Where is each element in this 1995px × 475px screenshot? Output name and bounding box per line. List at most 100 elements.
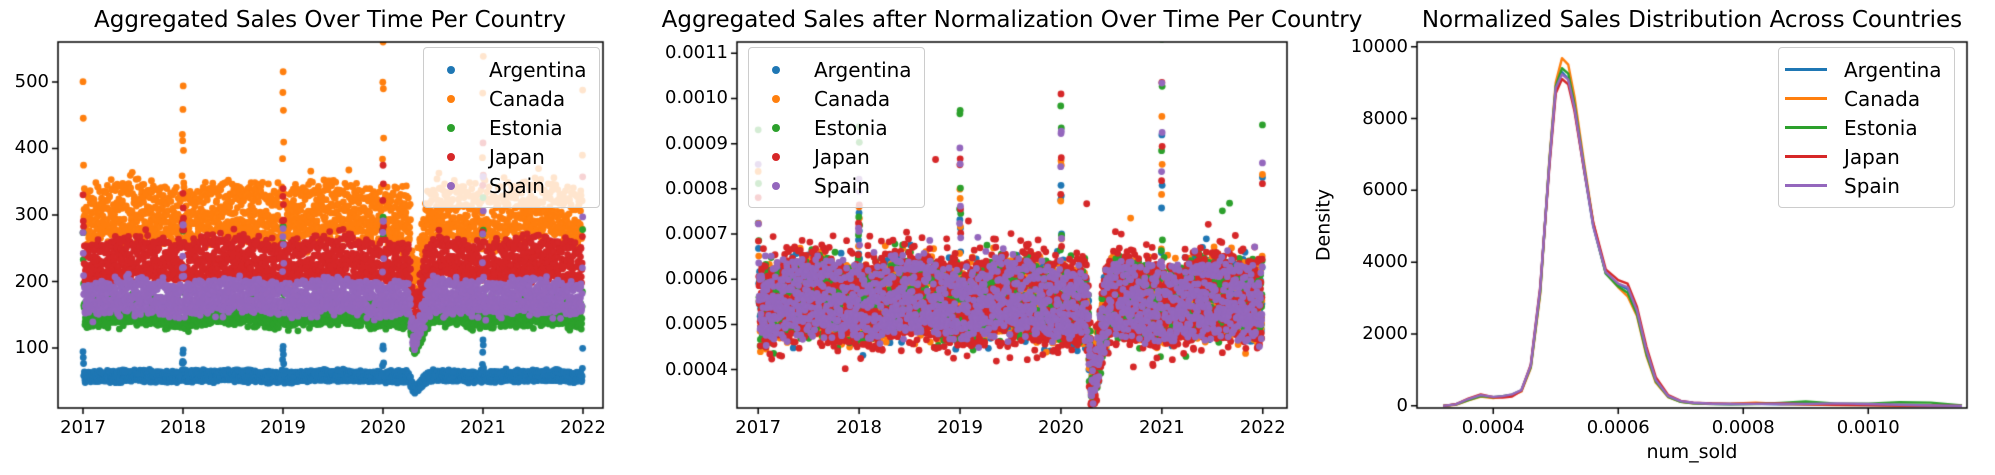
legend-item: Canada xyxy=(424,84,587,113)
legend-label: Argentina xyxy=(814,57,912,82)
chart3-legend: Argentina Canada Estonia Japan Spain xyxy=(1778,47,1955,208)
y-tick-label: 10000 xyxy=(1350,35,1408,57)
x-tick-label: 2018 xyxy=(836,417,883,438)
y-tick-label: 0.0004 xyxy=(665,358,728,380)
legend-item: Argentina xyxy=(424,55,587,84)
x-tick-label: 2017 xyxy=(60,417,106,438)
y-tick-label: 0.0005 xyxy=(665,313,728,335)
y-tick-label: 4000 xyxy=(1362,251,1408,273)
legend-line-icon xyxy=(1779,155,1833,158)
legend-marker xyxy=(447,94,455,103)
x-tick-label: 2021 xyxy=(460,417,506,438)
chart3-x-axis-label: num_sold xyxy=(1646,441,1738,463)
legend-label: Japan xyxy=(489,144,545,169)
legend-marker xyxy=(772,123,780,132)
legend-item: Spain xyxy=(749,171,912,200)
chart2-title: Aggregated Sales after Normalization Ove… xyxy=(661,7,1363,33)
legend-dot-icon xyxy=(749,152,803,161)
y-tick-label: 6000 xyxy=(1362,179,1408,201)
legend-label: Estonia xyxy=(814,115,888,140)
legend-label: Canada xyxy=(1844,86,1921,111)
y-tick-label: 0.0010 xyxy=(665,87,728,109)
legend-item: Japan xyxy=(749,142,912,171)
x-tick-label: 2020 xyxy=(360,417,406,438)
chart1-legend: Argentina Canada Estonia Japan Spain xyxy=(423,47,600,208)
y-tick-label: 400 xyxy=(14,137,49,159)
legend-line-icon xyxy=(1779,97,1833,100)
legend-marker xyxy=(772,181,780,190)
legend-label: Canada xyxy=(814,86,891,111)
chart3-title: Normalized Sales Distribution Across Cou… xyxy=(1421,7,1963,33)
legend-label: Japan xyxy=(814,144,870,169)
legend-marker xyxy=(772,152,780,161)
legend-dot-icon xyxy=(749,65,803,74)
legend-dot-icon xyxy=(749,94,803,103)
y-tick-label: 300 xyxy=(14,204,49,226)
legend-dot-icon xyxy=(424,65,478,74)
x-tick-label: 2021 xyxy=(1138,417,1185,438)
legend-item: Spain xyxy=(424,171,587,200)
y-tick-label: 2000 xyxy=(1362,323,1408,344)
legend-marker xyxy=(447,181,455,190)
legend-dot-icon xyxy=(424,152,478,161)
x-tick-label: 2017 xyxy=(735,417,782,438)
legend-marker xyxy=(447,123,455,132)
legend-dot-icon xyxy=(424,123,478,132)
legend-marker xyxy=(1785,184,1827,187)
legend-item: Canada xyxy=(749,84,912,113)
legend-item: Estonia xyxy=(1779,113,1942,142)
y-tick-label: 8000 xyxy=(1362,107,1408,129)
legend-item: Canada xyxy=(1779,84,1942,113)
legend-item: Estonia xyxy=(749,113,912,142)
x-tick-label: 2022 xyxy=(1239,417,1286,438)
x-tick-label: 2022 xyxy=(560,417,606,438)
legend-marker xyxy=(1785,126,1827,129)
legend-label: Japan xyxy=(1844,144,1900,169)
legend-marker xyxy=(1785,155,1827,158)
legend-marker xyxy=(447,65,455,74)
x-tick-label: 2020 xyxy=(1038,417,1084,438)
legend-label: Canada xyxy=(489,86,566,111)
x-tick-label: 2019 xyxy=(260,417,306,438)
legend-marker xyxy=(1785,68,1827,71)
x-tick-label: 2019 xyxy=(937,417,983,438)
legend-dot-icon xyxy=(424,181,478,190)
legend-label: Estonia xyxy=(489,115,563,140)
legend-label: Estonia xyxy=(1844,115,1918,140)
legend-dot-icon xyxy=(749,181,803,190)
y-tick-label: 100 xyxy=(14,337,49,359)
legend-label: Spain xyxy=(814,173,870,198)
legend-item: Japan xyxy=(424,142,587,171)
chart2-legend: Argentina Canada Estonia Japan Spain xyxy=(748,47,925,208)
x-tick-label: 2018 xyxy=(160,417,206,438)
legend-marker xyxy=(1785,97,1827,100)
legend-item: Estonia xyxy=(424,113,587,142)
y-tick-label: 500 xyxy=(14,70,49,92)
legend-dot-icon xyxy=(749,123,803,132)
legend-item: Argentina xyxy=(1779,55,1942,84)
legend-marker xyxy=(772,65,780,74)
legend-line-icon xyxy=(1779,68,1833,71)
chart1-title: Aggregated Sales Over Time Per Country xyxy=(94,7,566,33)
x-tick-label: 0.0006 xyxy=(1586,417,1650,438)
legend-label: Argentina xyxy=(489,57,587,82)
legend-item: Argentina xyxy=(749,55,912,84)
legend-label: Argentina xyxy=(1844,57,1942,82)
y-tick-label: 200 xyxy=(14,270,49,292)
legend-marker xyxy=(772,94,780,103)
y-tick-label: 0.0006 xyxy=(665,268,728,290)
legend-item: Japan xyxy=(1779,142,1942,171)
legend-label: Spain xyxy=(489,173,545,198)
y-tick-label: 0.0008 xyxy=(665,177,728,199)
x-tick-label: 0.0010 xyxy=(1836,417,1900,438)
legend-line-icon xyxy=(1779,126,1833,129)
x-tick-label: 0.0004 xyxy=(1461,417,1525,438)
legend-dot-icon xyxy=(424,94,478,103)
legend-line-icon xyxy=(1779,184,1833,187)
legend-label: Spain xyxy=(1844,173,1900,198)
y-tick-label: 0.0009 xyxy=(665,132,728,154)
y-tick-label: 0.0007 xyxy=(665,223,728,245)
y-tick-label: 0.0011 xyxy=(665,42,728,64)
x-tick-label: 0.0008 xyxy=(1711,417,1775,438)
